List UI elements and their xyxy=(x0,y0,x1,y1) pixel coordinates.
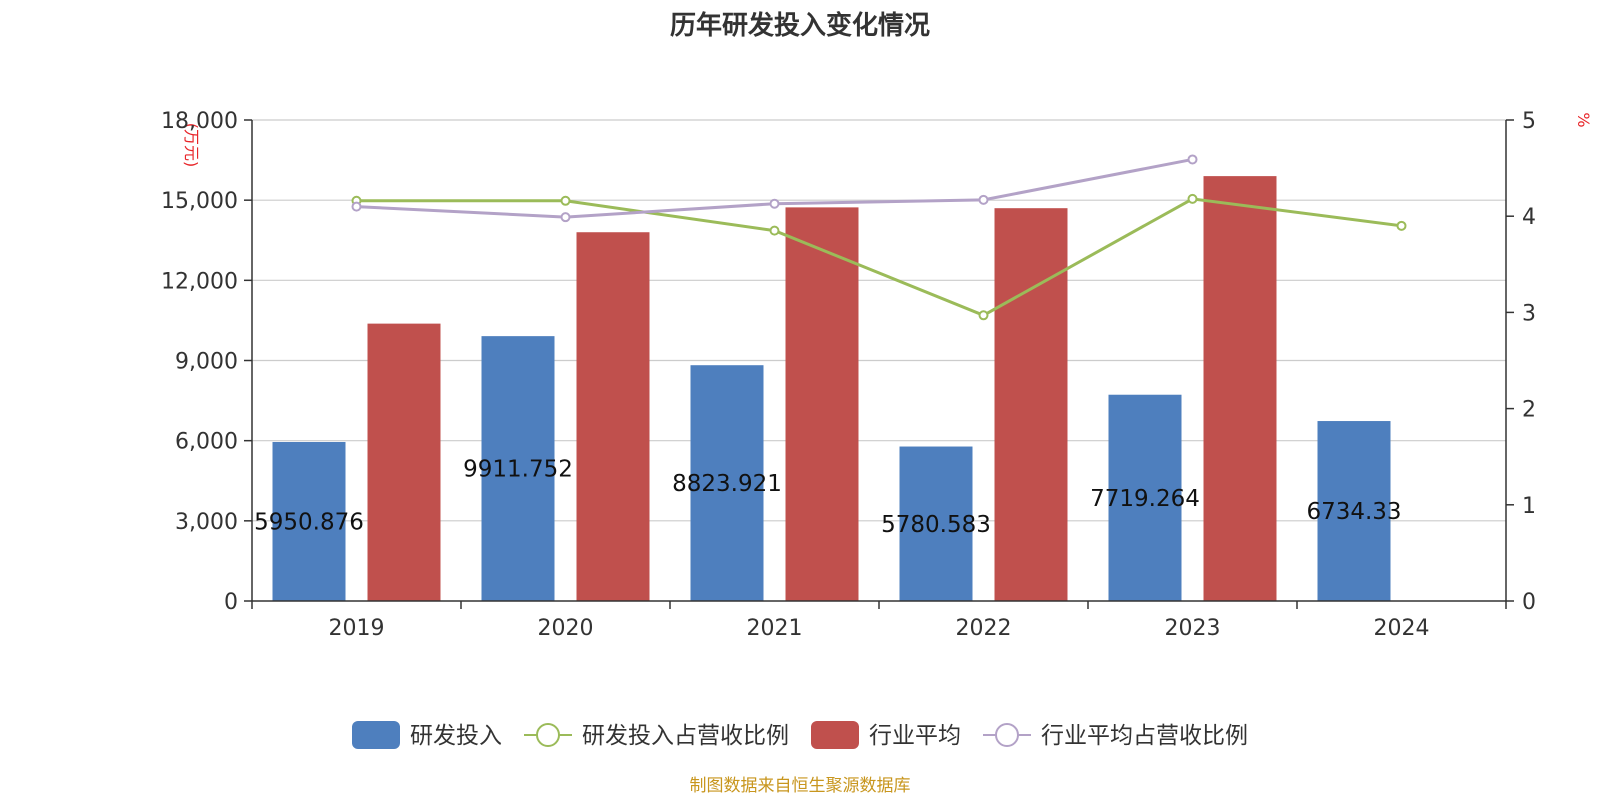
bar-行业平均 xyxy=(1203,176,1277,601)
bar-行业平均 xyxy=(367,323,441,601)
legend-swatch-研发投入占营收比例[interactable] xyxy=(536,723,560,747)
bar-value-label: 6734.33 xyxy=(1306,499,1401,525)
x-tick-label: 2020 xyxy=(538,616,594,641)
left-axis-unit: (万元) xyxy=(182,123,201,168)
x-tick-label: 2019 xyxy=(329,616,385,641)
legend-label[interactable]: 研发投入 xyxy=(410,723,502,749)
bar-研发投入 xyxy=(481,336,555,601)
legend: 研发投入 研发投入占营收比例 行业平均 行业平均占营收比例 xyxy=(352,721,1248,749)
bars xyxy=(272,176,1391,602)
bar-value-label: 8823.921 xyxy=(672,471,782,497)
right-tick-label: 2 xyxy=(1522,398,1536,423)
bar-value-label: 9911.752 xyxy=(463,457,573,483)
line-point xyxy=(560,195,571,206)
line-point xyxy=(769,198,780,209)
left-tick-label: 15,000 xyxy=(161,189,238,214)
bar-行业平均 xyxy=(576,232,650,601)
left-tick-label: 9,000 xyxy=(175,350,238,375)
bar-value-label: 5950.876 xyxy=(254,509,364,535)
right-tick-label: 1 xyxy=(1522,494,1536,519)
chart-title: 历年研发投入变化情况 xyxy=(670,10,930,41)
legend-swatch-研发投入[interactable] xyxy=(352,721,400,749)
line-point xyxy=(978,194,989,205)
line-point xyxy=(1396,220,1407,231)
left-tick-label: 3,000 xyxy=(175,510,238,535)
lines xyxy=(351,154,1407,321)
right-tick-label: 5 xyxy=(1522,109,1536,134)
left-tick-label: 6,000 xyxy=(175,430,238,455)
line-point xyxy=(978,310,989,321)
bar-行业平均 xyxy=(785,207,859,602)
bar-研发投入 xyxy=(272,441,346,601)
x-tick-label: 2023 xyxy=(1165,616,1221,641)
bar-value-label: 5780.583 xyxy=(881,512,991,538)
bar-研发投入 xyxy=(899,446,973,601)
bar-研发投入 xyxy=(1317,421,1391,601)
legend-label[interactable]: 行业平均 xyxy=(869,723,961,749)
bar-研发投入 xyxy=(1108,394,1182,601)
x-tick-label: 2021 xyxy=(747,616,803,641)
right-tick-label: 0 xyxy=(1522,590,1536,615)
right-tick-label: 3 xyxy=(1522,301,1536,326)
x-tick-label: 2024 xyxy=(1374,616,1430,641)
bar-行业平均 xyxy=(994,208,1068,601)
right-axis-unit: % xyxy=(1574,112,1593,127)
bar-研发投入 xyxy=(690,365,764,601)
left-tick-label: 0 xyxy=(224,590,238,615)
line-point xyxy=(769,225,780,236)
legend-label[interactable]: 行业平均占营收比例 xyxy=(1041,723,1248,749)
bar-value-label: 7719.264 xyxy=(1090,486,1200,512)
line-point xyxy=(560,212,571,223)
line-研发投入占营收比例 xyxy=(356,197,1402,317)
axes: 0 3,000 6,000 9,000 12,000 15,000 18,000 0 1 2 3 4 5… xyxy=(161,109,1536,641)
left-tick-label: 18,000 xyxy=(161,109,238,134)
left-tick-label: 12,000 xyxy=(161,269,238,294)
data-labels: 5950.876 9911.752 8823.921 5780.583 7719.264… xyxy=(254,457,1401,538)
legend-label[interactable]: 研发投入占营收比例 xyxy=(582,723,789,749)
line-point xyxy=(1187,154,1198,165)
legend-swatch-行业平均[interactable] xyxy=(811,721,859,749)
source-note: 制图数据来自恒生聚源数据库 xyxy=(690,776,911,796)
legend-swatch-行业平均占营收比例[interactable] xyxy=(995,723,1019,747)
x-tick-label: 2022 xyxy=(956,616,1012,641)
line-point xyxy=(1187,193,1198,204)
line-point xyxy=(351,201,362,212)
gridlines xyxy=(252,119,1506,522)
right-tick-label: 4 xyxy=(1522,205,1536,230)
